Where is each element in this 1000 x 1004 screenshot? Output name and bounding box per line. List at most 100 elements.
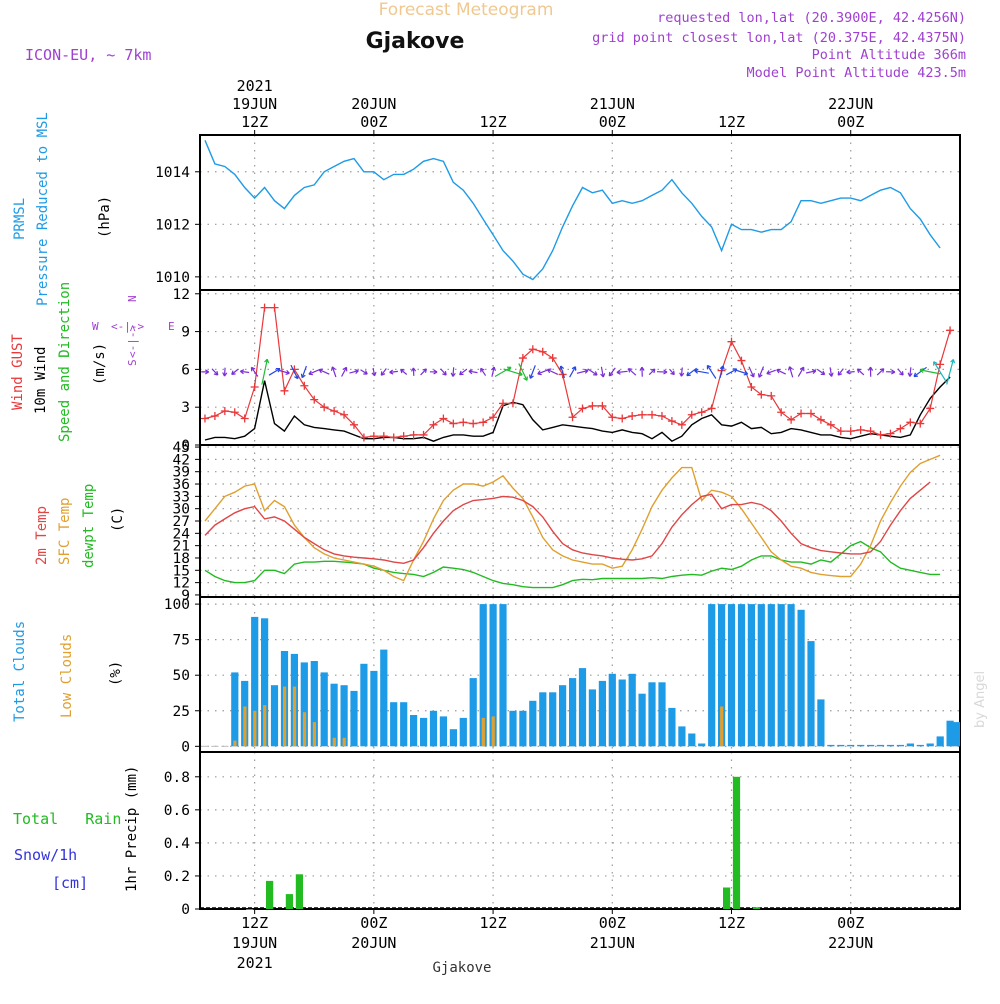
wind-direction-arrow: [300, 365, 307, 379]
total-cloud-bar: [330, 683, 338, 747]
requested-coords: requested lon,lat (20.3900E, 42.4256N): [657, 10, 966, 26]
total-cloud-bar: [867, 744, 875, 747]
wind-tick-label: 0: [181, 438, 190, 454]
wind-direction-arrow: [648, 368, 656, 376]
rain-bar: [723, 887, 731, 909]
wind-gust-marker: [548, 354, 557, 363]
temp-label-sfc: SFC Temp: [57, 498, 73, 565]
wind-gust-marker: [588, 401, 597, 410]
wind-label-10m: 10m Wind: [33, 347, 49, 414]
clouds-tick-label: 75: [173, 633, 190, 649]
total-cloud-bar: [578, 668, 587, 747]
precip-tick-label: 0.8: [164, 770, 190, 786]
wind-direction-arrow: [669, 368, 675, 376]
wind-speed-line: [204, 376, 951, 443]
wind-direction-arrow: [946, 358, 956, 385]
wind-gust-marker: [310, 395, 319, 404]
low-cloud-bar: [312, 722, 316, 747]
wind-direction-arrow: [856, 368, 865, 376]
wind-gust-marker: [409, 430, 418, 439]
low-cloud-bar: [720, 706, 724, 747]
wind-gust-marker: [300, 381, 309, 390]
time-axis-bottom-label: 19JUN: [232, 934, 277, 952]
wind-tick-label: 9: [181, 325, 190, 341]
wind-direction-arrow: [546, 368, 559, 375]
precip-tick-label: 0: [181, 902, 190, 918]
wind-direction-arrow: [766, 369, 776, 375]
wind-direction-arrow: [787, 366, 794, 378]
wind-direction-arrow: [290, 364, 299, 380]
pressure-panel-frame: [199, 134, 961, 291]
wind-gust-marker: [379, 432, 388, 441]
rain-bar: [295, 874, 303, 909]
wind-gust-marker: [210, 412, 219, 421]
wind-direction-arrow: [389, 369, 398, 375]
wind-gust-marker: [230, 408, 239, 417]
wind-direction-arrow: [897, 368, 904, 376]
total-cloud-bar: [837, 744, 845, 747]
total-cloud-bar: [429, 710, 438, 747]
total-cloud-bar: [906, 743, 914, 747]
total-cloud-bar: [270, 685, 279, 747]
temp-tick-label: 42: [173, 452, 190, 468]
wind-direction-arrow: [537, 369, 549, 376]
temp-tick-label: 18: [173, 551, 190, 567]
temp-tick-label: 36: [173, 477, 190, 493]
total-cloud-bar: [251, 616, 259, 747]
wind-gust-marker: [260, 303, 269, 312]
wind-gust-marker: [349, 420, 358, 429]
wind-direction-arrow: [886, 369, 896, 375]
clouds-tick-label: 50: [173, 668, 190, 684]
time-axis-top-label: 00Z: [360, 113, 387, 131]
chart-title: Forecast Meteogram: [379, 0, 554, 20]
total-cloud-bar: [439, 716, 447, 747]
wind-gust-marker: [697, 408, 706, 417]
total-cloud-bar: [688, 733, 696, 747]
footer-location: Gjakove: [432, 960, 491, 976]
wind-gust-marker: [240, 414, 249, 423]
clouds-label-low: Low Clouds: [59, 634, 75, 718]
wind-gust-marker: [826, 420, 835, 429]
plot-area: 1010101210140369129121518212427303336394…: [155, 77, 961, 972]
wind-gust-marker: [727, 337, 736, 346]
wind-direction-arrow: [569, 366, 577, 378]
wind-direction-arrow: [686, 367, 698, 377]
total-cloud-bar: [936, 736, 944, 747]
precip-tick-label: 0.2: [164, 869, 190, 885]
wind-gust-marker: [846, 427, 855, 436]
rain-bar: [732, 776, 741, 909]
total-cloud-bar: [618, 679, 626, 747]
wind-gust-marker: [767, 391, 776, 400]
total-cloud-bar: [598, 680, 606, 747]
compass-e: E: [168, 320, 175, 333]
compass-h: <-|->: [111, 320, 144, 333]
model-altitude: Model Point Altitude 423.5m: [747, 65, 966, 81]
wind-gust-marker: [757, 390, 766, 399]
wind-direction-arrow: [480, 367, 487, 376]
total-cloud-bar: [449, 729, 457, 747]
total-cloud-bar: [638, 693, 646, 747]
wind-gust-marker: [220, 406, 229, 415]
wind-gust-marker: [459, 418, 468, 427]
pressure-label-msl: Pressure Reduced to MSL: [35, 112, 51, 306]
total-cloud-bar: [648, 682, 656, 747]
total-cloud-bar: [529, 700, 537, 747]
time-axis-top-label: 20JUN: [351, 95, 396, 113]
wind-direction-arrow: [706, 364, 717, 379]
total-cloud-bar: [221, 745, 229, 747]
low-cloud-bar: [491, 716, 495, 747]
total-cloud-bar: [350, 690, 358, 747]
wind-gust-marker: [836, 427, 845, 436]
time-axis-bottom-label: 20JUN: [351, 934, 396, 952]
total-cloud-bar: [658, 682, 666, 747]
wind-gust-marker: [906, 418, 915, 427]
temp-label-dewpt: dewpt Temp: [81, 484, 97, 568]
total-cloud-bar: [767, 604, 775, 747]
wind-direction-arrow: [490, 366, 496, 377]
total-cloud-bar: [410, 715, 418, 747]
rain-bar: [246, 909, 254, 910]
total-cloud-bar: [400, 702, 408, 747]
total-cloud-bar: [896, 744, 904, 747]
precip-unit: 1hr Precip (mm): [124, 766, 140, 892]
pressure-tick-label: 1014: [155, 165, 190, 181]
